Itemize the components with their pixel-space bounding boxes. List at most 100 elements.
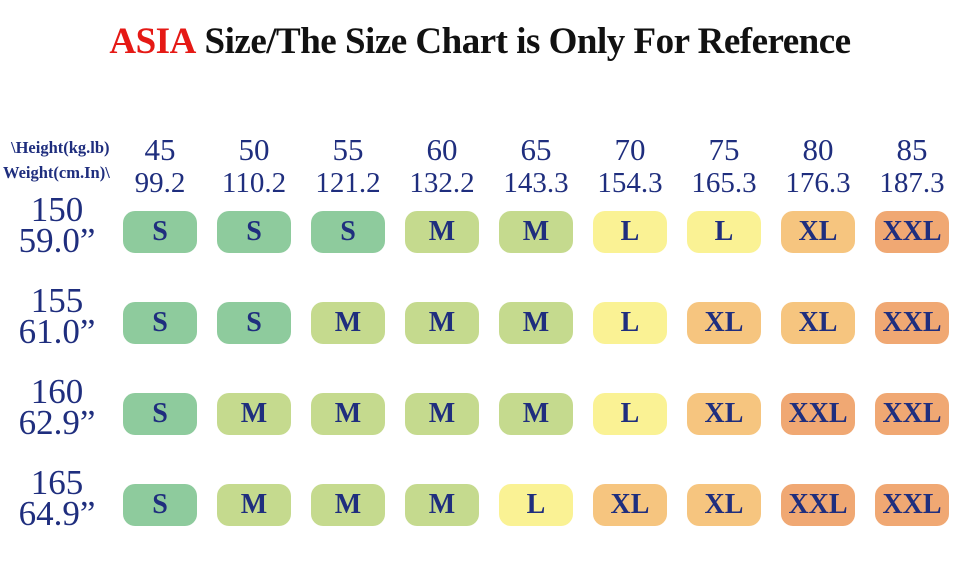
size-pill: XL — [781, 211, 855, 253]
size-cell: M — [395, 475, 489, 566]
size-cell: L — [583, 384, 677, 475]
column-header-60: 60 132.2 — [395, 120, 489, 202]
height-cm-value: 150 — [30, 190, 84, 229]
size-pill: XL — [687, 484, 761, 526]
size-pill: XXL — [781, 393, 855, 435]
size-cell: L — [583, 293, 677, 384]
corner-weight-label: Weight(cm.In)\ — [3, 163, 110, 182]
size-pill: S — [217, 302, 291, 344]
size-pill: M — [311, 302, 385, 344]
column-header-45: 45 99.2 — [113, 120, 207, 202]
size-pill: XXL — [781, 484, 855, 526]
size-cell: M — [301, 475, 395, 566]
weight-lb-value: 165.3 — [691, 167, 757, 199]
row-header-160: 160 62.9” — [1, 372, 113, 475]
size-cell: XL — [771, 293, 865, 384]
weight-lb-value: 121.2 — [315, 167, 381, 199]
height-cm-value: 155 — [30, 281, 84, 320]
size-pill: XL — [687, 302, 761, 344]
height-in-value: 62.9” — [18, 403, 96, 442]
size-pill: M — [499, 393, 573, 435]
size-pill: M — [311, 484, 385, 526]
size-pill: M — [405, 393, 479, 435]
weight-lb-value: 154.3 — [597, 167, 663, 199]
size-cell: S — [113, 202, 207, 293]
height-in-value: 59.0” — [18, 221, 96, 260]
size-pill: XXL — [875, 393, 949, 435]
corner-height-label: \Height(kg.lb) — [11, 138, 110, 157]
size-pill: L — [593, 211, 667, 253]
size-pill: XL — [593, 484, 667, 526]
size-cell: XL — [677, 475, 771, 566]
column-header-80: 80 176.3 — [771, 120, 865, 202]
size-cell: XL — [583, 475, 677, 566]
size-cell: M — [301, 293, 395, 384]
column-header-70: 70 154.3 — [583, 120, 677, 202]
size-pill: S — [123, 302, 197, 344]
size-pill: XXL — [875, 484, 949, 526]
size-cell: M — [489, 384, 583, 475]
size-cell: XXL — [771, 384, 865, 475]
size-pill: M — [217, 484, 291, 526]
weight-kg-value: 85 — [896, 132, 928, 167]
size-cell: M — [395, 384, 489, 475]
size-pill: XXL — [875, 302, 949, 344]
title-region-label: ASIA — [109, 21, 196, 62]
size-cell: XXL — [865, 202, 959, 293]
size-cell: M — [489, 293, 583, 384]
size-pill: L — [593, 302, 667, 344]
weight-kg-value: 70 — [614, 132, 646, 167]
size-pill: S — [311, 211, 385, 253]
size-cell: M — [207, 475, 301, 566]
size-cell: S — [207, 202, 301, 293]
row-header-165: 165 64.9” — [1, 465, 113, 566]
size-cell: L — [677, 202, 771, 293]
size-cell: S — [301, 202, 395, 293]
size-cell: S — [113, 475, 207, 566]
size-cell: XL — [677, 293, 771, 384]
title-text: Size/The Size Chart is Only For Referenc… — [204, 21, 852, 62]
weight-kg-value: 60 — [426, 132, 458, 167]
size-pill: M — [405, 211, 479, 253]
size-cell: XL — [771, 202, 865, 293]
size-cell: S — [113, 384, 207, 475]
row-header-155: 155 61.0” — [1, 281, 113, 384]
weight-kg-value: 45 — [144, 132, 176, 167]
size-pill: M — [405, 302, 479, 344]
size-table: \Height(kg.lb) Weight(cm.In)\ 45 99.2 50… — [1, 120, 959, 566]
size-pill: XL — [687, 393, 761, 435]
size-pill: M — [311, 393, 385, 435]
size-pill: XL — [781, 302, 855, 344]
size-pill: M — [405, 484, 479, 526]
weight-kg-value: 75 — [708, 132, 740, 167]
column-header-85: 85 187.3 — [865, 120, 959, 202]
column-header-55: 55 121.2 — [301, 120, 395, 202]
size-pill: M — [499, 211, 573, 253]
size-pill: L — [687, 211, 761, 253]
size-cell: XXL — [865, 475, 959, 566]
weight-lb-value: 99.2 — [134, 167, 186, 199]
weight-kg-value: 50 — [238, 132, 270, 167]
height-in-value: 64.9” — [18, 494, 96, 533]
size-pill: XXL — [875, 211, 949, 253]
size-cell: S — [113, 293, 207, 384]
size-cell: XXL — [865, 293, 959, 384]
row-header-150: 150 59.0” — [1, 190, 113, 293]
column-header-75: 75 165.3 — [677, 120, 771, 202]
size-pill: M — [499, 302, 573, 344]
height-cm-value: 160 — [30, 372, 84, 411]
size-cell: XXL — [771, 475, 865, 566]
size-pill: S — [123, 484, 197, 526]
weight-lb-value: 187.3 — [879, 167, 945, 199]
size-cell: L — [489, 475, 583, 566]
size-cell: M — [207, 384, 301, 475]
size-pill: M — [217, 393, 291, 435]
size-cell: L — [583, 202, 677, 293]
page-title: ASIA Size/The Size Chart is Only For Ref… — [0, 20, 960, 63]
size-pill: L — [499, 484, 573, 526]
column-header-65: 65 143.3 — [489, 120, 583, 202]
size-cell: M — [395, 293, 489, 384]
height-in-value: 61.0” — [18, 312, 96, 351]
size-cell: XXL — [865, 384, 959, 475]
weight-kg-value: 80 — [802, 132, 834, 167]
